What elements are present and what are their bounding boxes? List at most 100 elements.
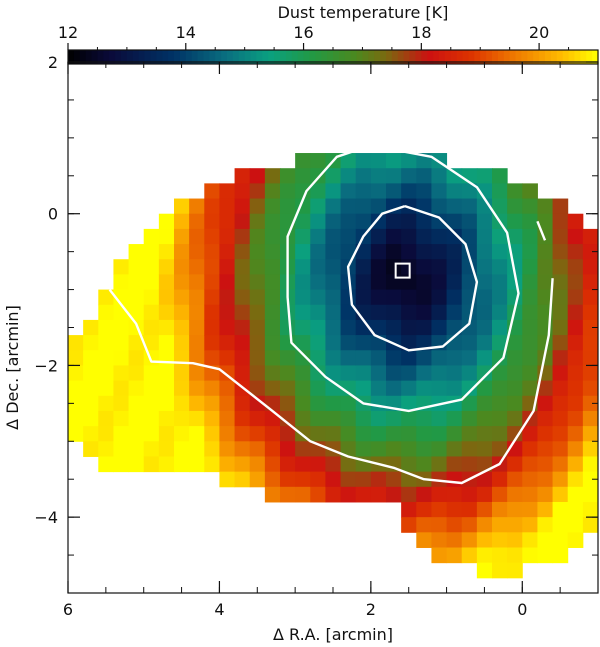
heatmap-cell — [295, 471, 311, 488]
heatmap-cell — [416, 441, 432, 457]
heatmap-cell — [83, 350, 99, 366]
heatmap-cell — [249, 441, 266, 457]
heatmap-cell — [567, 441, 584, 457]
heatmap-cell — [431, 350, 448, 366]
heatmap-cell — [537, 410, 554, 427]
heatmap-cell — [204, 350, 220, 366]
heatmap-cell — [386, 153, 402, 169]
colorbar-segment — [497, 50, 505, 64]
heatmap-cell — [416, 183, 432, 200]
heatmap-cell — [431, 289, 448, 306]
heatmap-cell — [325, 426, 342, 442]
heatmap-cell — [219, 395, 236, 412]
heatmap-cell — [476, 547, 493, 564]
heatmap-cell — [158, 380, 175, 397]
heatmap-cell — [98, 456, 114, 473]
heatmap-cell — [98, 289, 114, 306]
heatmap-cell — [280, 380, 296, 397]
heatmap-cell — [461, 319, 478, 336]
heatmap-cell — [370, 304, 387, 321]
heatmap-cell — [567, 517, 584, 533]
heatmap-cell — [143, 365, 160, 382]
heatmap-cell — [552, 517, 569, 533]
heatmap-cell — [174, 198, 190, 215]
heatmap-cell — [310, 471, 326, 488]
heatmap-cell — [295, 213, 311, 230]
heatmap-cell — [234, 244, 251, 260]
heatmap-cell — [234, 198, 251, 215]
y-tick-label: −4 — [34, 508, 58, 527]
colorbar-segment — [232, 50, 240, 64]
heatmap-cell — [249, 471, 266, 488]
heatmap-cell — [234, 228, 251, 245]
heatmap-cell — [143, 441, 160, 457]
heatmap-cell — [264, 365, 281, 382]
heatmap-cell — [582, 471, 599, 488]
heatmap-cell — [370, 350, 387, 366]
heatmap-cell — [189, 319, 205, 336]
heatmap-cells — [68, 153, 599, 579]
heatmap-cell — [189, 289, 205, 306]
heatmap-cell — [249, 213, 266, 230]
colorbar-segment — [203, 50, 210, 64]
contour-inner — [346, 204, 479, 352]
heatmap-cell — [537, 426, 554, 442]
heatmap-cell — [219, 213, 236, 230]
heatmap-cell — [446, 228, 463, 245]
x-tick-label: 2 — [366, 600, 376, 619]
colorbar-segment — [321, 50, 328, 64]
heatmap-cell — [552, 501, 569, 518]
heatmap-cell — [461, 228, 478, 245]
heatmap-cell — [113, 319, 130, 336]
colorbar-segment — [391, 50, 399, 64]
colorbar-segment — [191, 50, 199, 64]
heatmap-cell — [158, 213, 175, 230]
heatmap-cell — [582, 486, 599, 503]
heatmap-cell — [567, 228, 584, 245]
heatmap-cell — [461, 183, 478, 200]
heatmap-cell — [416, 259, 432, 275]
heatmap-cell — [431, 380, 448, 397]
heatmap-cell — [83, 365, 99, 382]
heatmap-cell — [113, 365, 130, 382]
heatmap-cell — [340, 486, 357, 503]
heatmap-cell — [492, 304, 508, 321]
heatmap-cell — [325, 259, 342, 275]
heatmap-cell — [476, 289, 493, 306]
heatmap-cell — [386, 228, 402, 245]
heatmap-cell — [552, 532, 569, 548]
heatmap-cell — [189, 244, 205, 260]
heatmap-cell — [310, 183, 326, 200]
heatmap-cell — [219, 380, 236, 397]
heatmap-cell — [401, 486, 417, 503]
heatmap-cell — [416, 289, 432, 306]
heatmap-cell — [310, 486, 326, 503]
heatmap-cell — [401, 410, 417, 427]
heatmap-cell — [567, 486, 584, 503]
colorbar-segment — [386, 50, 393, 64]
heatmap-cell — [507, 259, 523, 275]
heatmap-cell — [310, 395, 326, 412]
heatmap-cell — [83, 441, 99, 457]
heatmap-cell — [143, 319, 160, 336]
heatmap-cell — [431, 274, 448, 291]
heatmap-cell — [310, 153, 326, 169]
heatmap-cell — [249, 274, 266, 291]
heatmap-cell — [401, 456, 417, 473]
heatmap-cell — [582, 244, 599, 260]
x-axis-label: Δ R.A. [arcmin] — [273, 625, 393, 644]
colorbar-segment — [574, 50, 581, 64]
colorbar-segment — [85, 50, 93, 64]
heatmap-cell — [128, 456, 145, 473]
heatmap-cell — [492, 319, 508, 336]
heatmap-cell — [552, 380, 569, 397]
heatmap-cell — [340, 441, 357, 457]
colorbar-segment — [550, 50, 558, 64]
heatmap-cell — [355, 350, 372, 366]
heatmap-cell — [476, 198, 493, 215]
heatmap-cell — [370, 198, 387, 215]
heatmap-cell — [234, 289, 251, 306]
heatmap-cell — [340, 213, 357, 230]
heatmap-cell — [325, 365, 342, 382]
heatmap-cell — [370, 259, 387, 275]
